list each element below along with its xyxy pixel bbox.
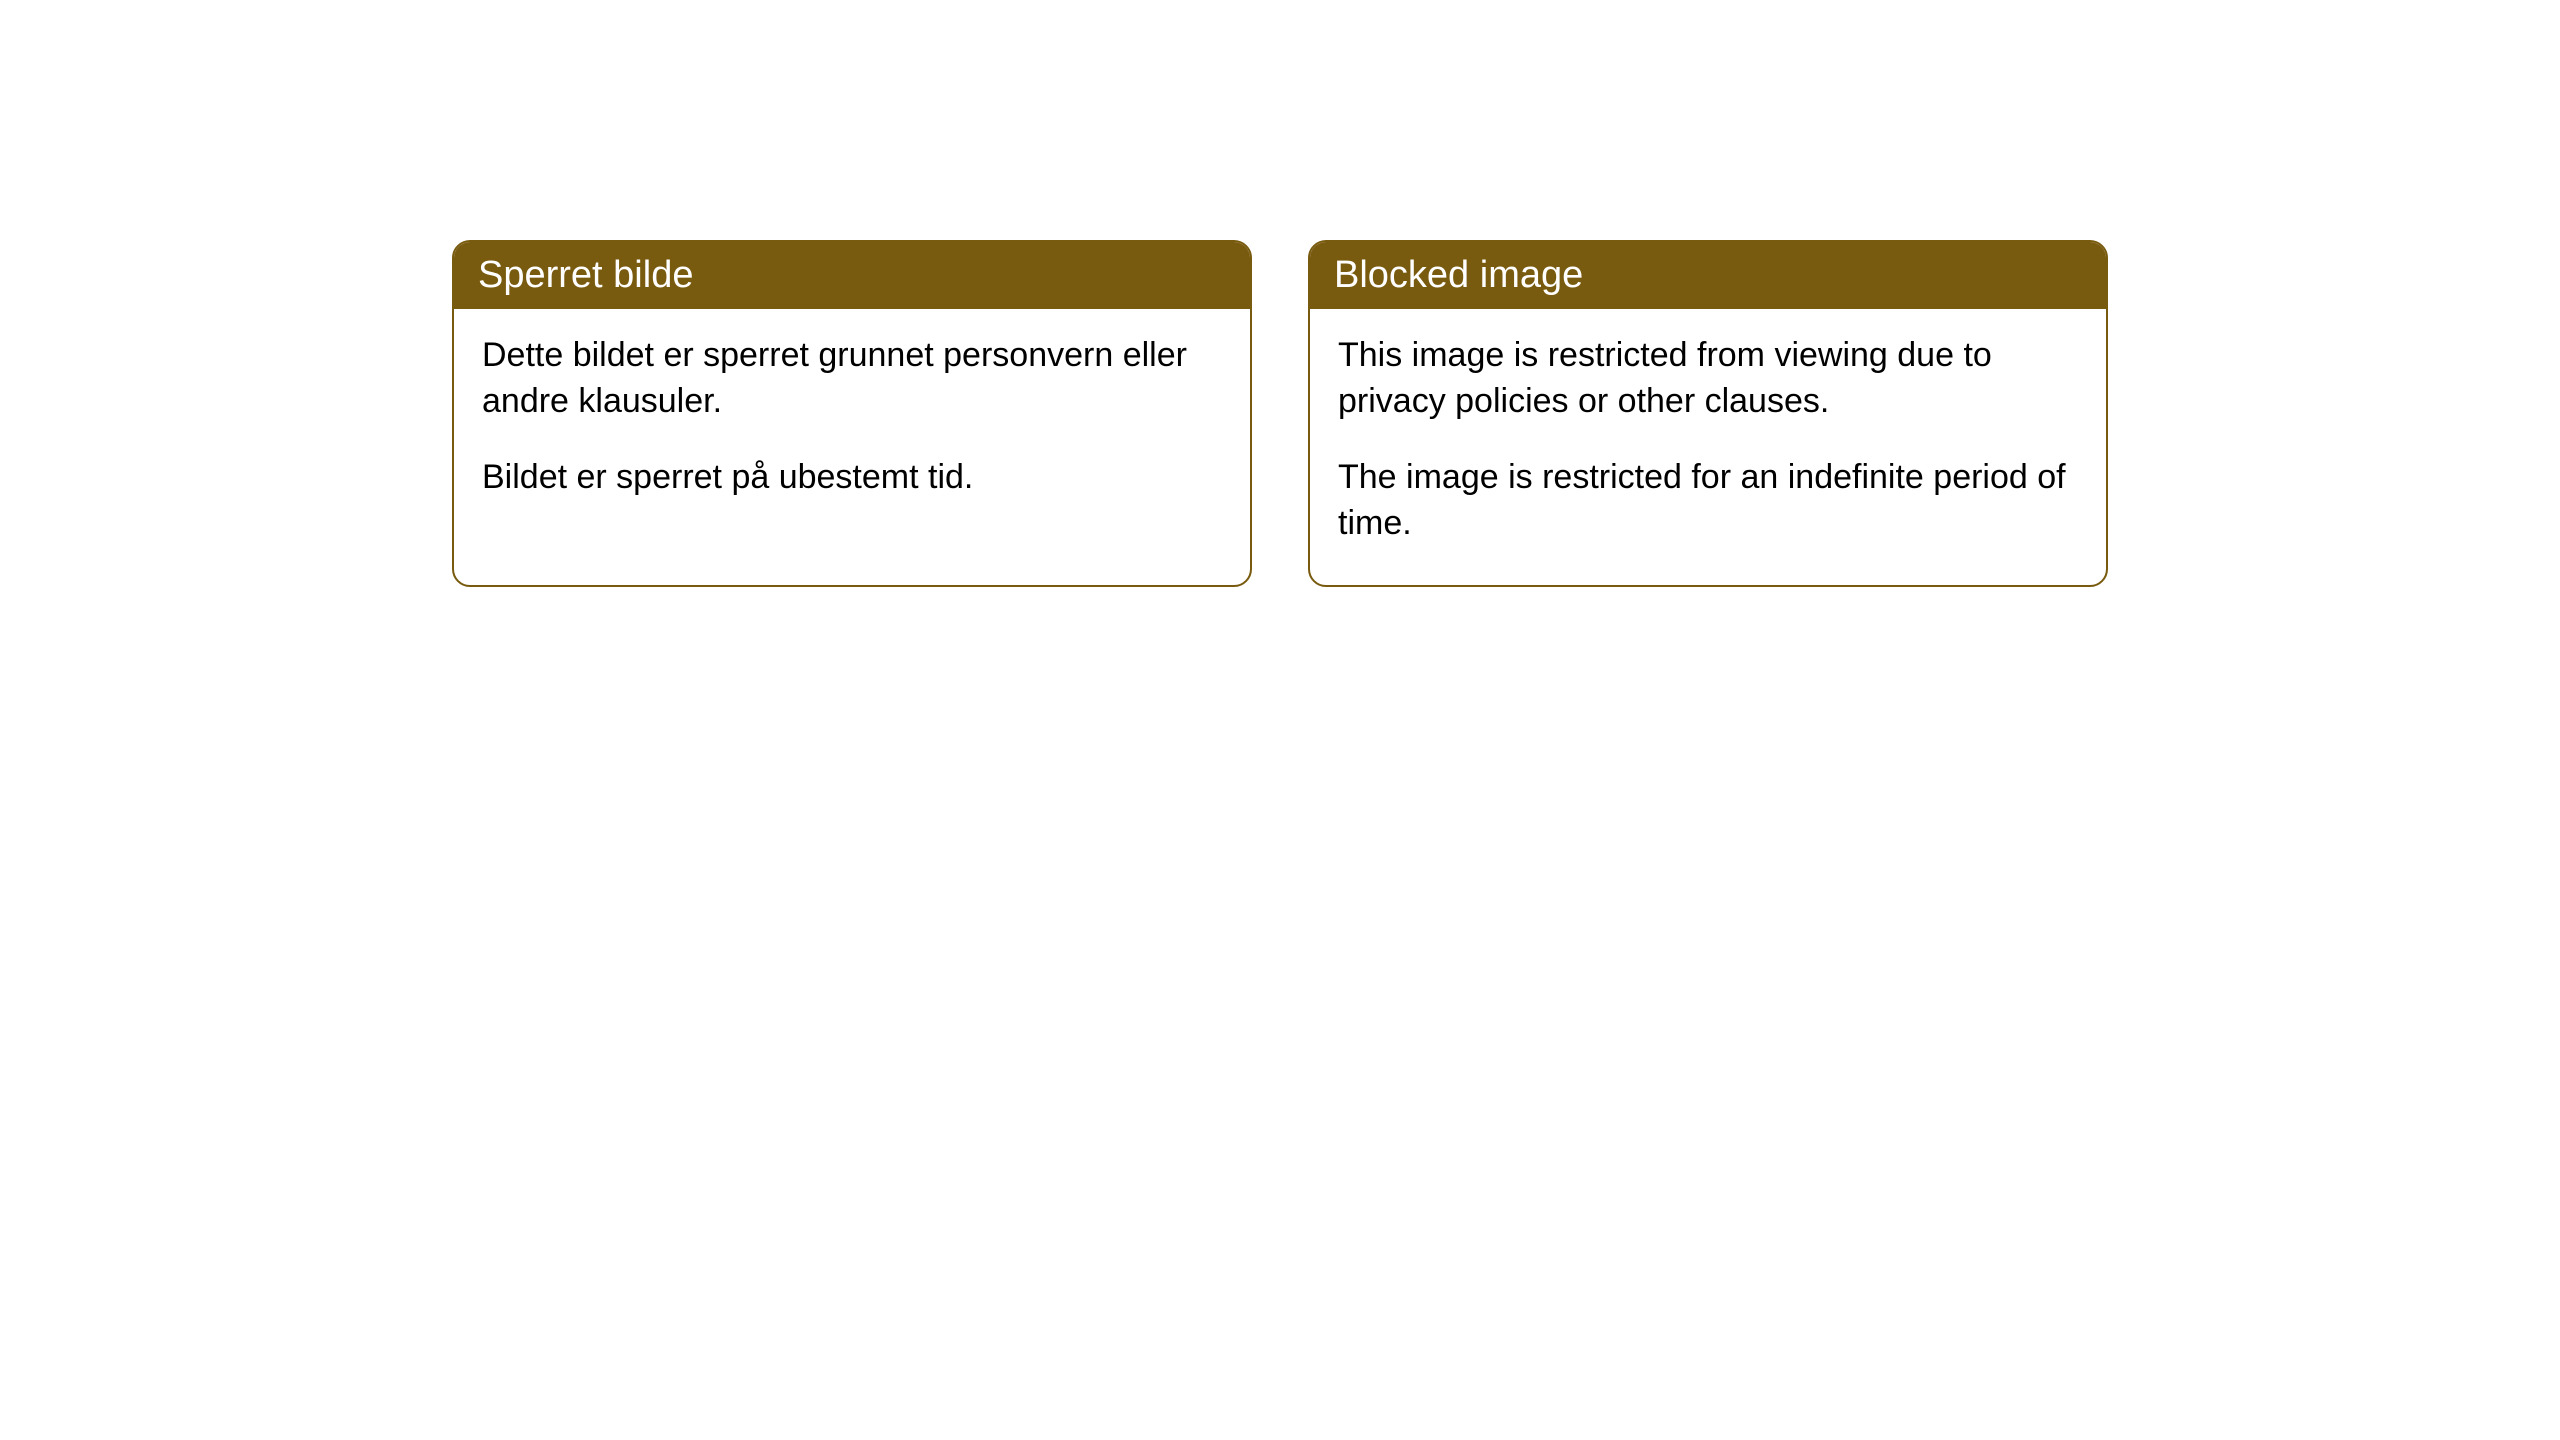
blocked-image-card-norwegian: Sperret bilde Dette bildet er sperret gr… [452, 240, 1252, 587]
notice-container: Sperret bilde Dette bildet er sperret gr… [0, 240, 2560, 587]
card-title: Sperret bilde [478, 254, 693, 296]
card-body-english: This image is restricted from viewing du… [1310, 309, 2106, 585]
card-paragraph-2: Bildet er sperret på ubestemt tid. [482, 455, 1222, 501]
card-paragraph-1: Dette bildet er sperret grunnet personve… [482, 333, 1222, 425]
card-paragraph-1: This image is restricted from viewing du… [1338, 333, 2078, 425]
card-body-norwegian: Dette bildet er sperret grunnet personve… [454, 309, 1250, 539]
card-header-english: Blocked image [1310, 242, 2106, 309]
card-title: Blocked image [1334, 254, 1583, 296]
card-header-norwegian: Sperret bilde [454, 242, 1250, 309]
blocked-image-card-english: Blocked image This image is restricted f… [1308, 240, 2108, 587]
card-paragraph-2: The image is restricted for an indefinit… [1338, 455, 2078, 547]
